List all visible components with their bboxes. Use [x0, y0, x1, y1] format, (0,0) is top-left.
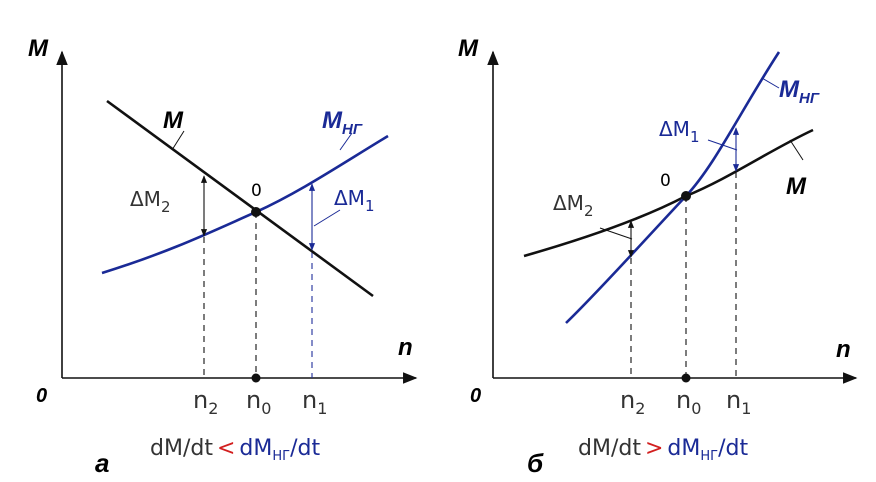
panel-a-tick-n2-sub: 2: [208, 399, 218, 418]
panel-b-label: б: [527, 448, 544, 478]
panel-a-origin-label: 0: [36, 385, 47, 407]
panel-b-tick-n0: n0: [676, 386, 701, 418]
panel-a-load-leader: [171, 130, 185, 151]
panel-a-tick-n2-main: n: [193, 386, 208, 414]
panel-b-ng-sub: НГ: [799, 90, 820, 107]
panel-b-delta2-label: ΔM2: [553, 191, 593, 220]
panel-b-delta1-sub: 1: [690, 128, 700, 146]
panel-b-x-axis-label: n: [836, 336, 851, 363]
panel-a-tick-n1-sub: 1: [317, 399, 327, 418]
panel-a-load-curve: [106, 99, 374, 298]
panel-a-tick-n0-main: n: [246, 386, 261, 414]
panel-b-delta2-sub: 2: [584, 202, 594, 220]
panel-a-ng-main: M: [322, 107, 343, 134]
panel-a-relation-right-main: dM: [239, 436, 272, 461]
panel-b-operating-point: [681, 191, 691, 201]
panel-a-point-label: 0: [251, 181, 262, 201]
panel-b-y-axis-label: M: [458, 35, 479, 62]
panel-a-relation-op: <: [217, 436, 235, 461]
panel-a-ng-sub: НГ: [342, 121, 363, 138]
panel-a-delta1-main: ΔM: [334, 186, 365, 210]
panel-a-delta1-sub: 1: [365, 197, 375, 215]
panel-a-delta2-label: ΔM2: [130, 187, 170, 216]
panel-a-tick-n1-main: n: [302, 386, 317, 414]
panel-b-tick-n1: n1: [726, 386, 751, 418]
panel-b-tick-n0-main: n: [676, 386, 691, 414]
panel-b-ng-curve-label: MНГ: [779, 76, 820, 107]
panel-a-n0-dot: [251, 373, 261, 383]
panel-a-ng-curve-label: MНГ: [322, 107, 363, 138]
panel-b-tick-n2-main: n: [620, 386, 635, 414]
panel-b-relation-left: dM/dt: [578, 436, 641, 461]
panel-b-relation: dM/dt > dMНГ/dt: [578, 436, 748, 464]
panel-a-relation-right-sub: НГ: [272, 449, 290, 464]
panel-b-tick-n2-sub: 2: [635, 399, 645, 418]
panel-b-delta1-main: ΔM: [659, 117, 690, 141]
panel-a-tick-n0-sub: 0: [261, 399, 271, 418]
panel-a-load-curve-label: M: [163, 107, 184, 134]
panel-b-tick-n0-sub: 0: [691, 399, 701, 418]
panel-a-relation-left: dM/dt: [150, 436, 213, 461]
panel-a-tick-n1: n1: [302, 386, 327, 418]
panel-a-relation-right-tail: /dt: [290, 436, 320, 461]
panel-b-relation-right-sub: НГ: [700, 449, 718, 464]
panel-a: M n 0 0 M MНГ ΔM2 ΔM1: [28, 35, 418, 478]
panel-b-ng-leader: [761, 77, 780, 89]
panel-a-tick-n2: n2: [193, 386, 218, 418]
panel-b-origin-label: 0: [470, 385, 481, 407]
panel-b-delta2-leader: [599, 227, 633, 240]
panel-b-delta1-leader: [707, 139, 738, 151]
panel-b-load-curve-label: M: [786, 173, 807, 200]
panel-b-relation-right-main: dM: [667, 436, 700, 461]
panel-a-relation: dM/dt < dMНГ/dt: [150, 436, 320, 464]
panel-a-x-axis-label: n: [398, 334, 413, 361]
panel-a-ng-leader: [339, 132, 353, 151]
panel-b-ng-main: M: [779, 76, 800, 103]
panel-b-point-label: 0: [660, 171, 671, 191]
panel-b-tick-n1-main: n: [726, 386, 741, 414]
panel-b-relation-op: >: [645, 436, 663, 461]
panel-a-delta1-leader: [313, 209, 341, 227]
panel-b: M n 0 0 M MНГ ΔM2 ΔM1: [458, 35, 858, 478]
panel-b-relation-right-tail: /dt: [718, 436, 748, 461]
panel-b-delta1-label: ΔM1: [659, 117, 699, 146]
panel-a-y-axis-label: M: [28, 35, 49, 62]
panel-a-delta2-sub: 2: [161, 198, 171, 216]
panel-a-delta1-label: ΔM1: [334, 186, 374, 215]
panel-b-ng-curve: [565, 51, 781, 324]
panel-a-tick-n0: n0: [246, 386, 271, 418]
panel-b-tick-n2: n2: [620, 386, 645, 418]
panel-b-tick-n1-sub: 1: [741, 399, 751, 418]
panel-a-delta2-main: ΔM: [130, 187, 161, 211]
panel-a-operating-point: [251, 207, 261, 217]
panel-b-n0-dot: [681, 373, 691, 383]
panel-a-label: а: [95, 448, 109, 478]
panel-b-load-leader: [789, 139, 804, 161]
panel-b-delta2-main: ΔM: [553, 191, 584, 215]
